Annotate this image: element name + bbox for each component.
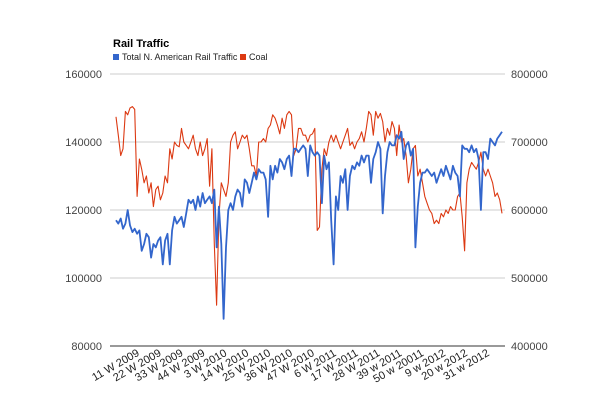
series-line-total-rail-traffic [115,130,503,320]
legend-label-coal: Coal [249,52,268,62]
right-axis-ticks: 400000 500000 600000 700000 800000 [511,69,548,353]
left-axis-tick-label: 100000 [65,273,102,285]
left-axis-tick-label: 160000 [65,69,102,81]
right-axis-tick-label: 700000 [511,137,548,149]
legend-label-total: Total N. American Rail Traffic [122,52,238,62]
right-axis-tick-label: 400000 [511,341,548,353]
right-axis-tick-label: 500000 [511,273,548,285]
left-axis-tick-label: 80000 [71,341,102,353]
left-axis-ticks: 80000 100000 120000 140000 160000 [65,69,102,353]
gridlines [110,73,505,347]
legend-swatch-coal [240,54,246,60]
left-axis-tick-label: 120000 [65,205,102,217]
right-axis-tick-label: 600000 [511,205,548,217]
chart-title: Rail Traffic [113,38,169,50]
legend-swatch-total [113,54,119,60]
right-axis-tick-label: 800000 [511,69,548,81]
series-line-coal [115,106,503,306]
series-layer [115,106,503,320]
left-axis-tick-label: 140000 [65,137,102,149]
legend: Total N. American Rail Traffic Coal [113,52,268,62]
